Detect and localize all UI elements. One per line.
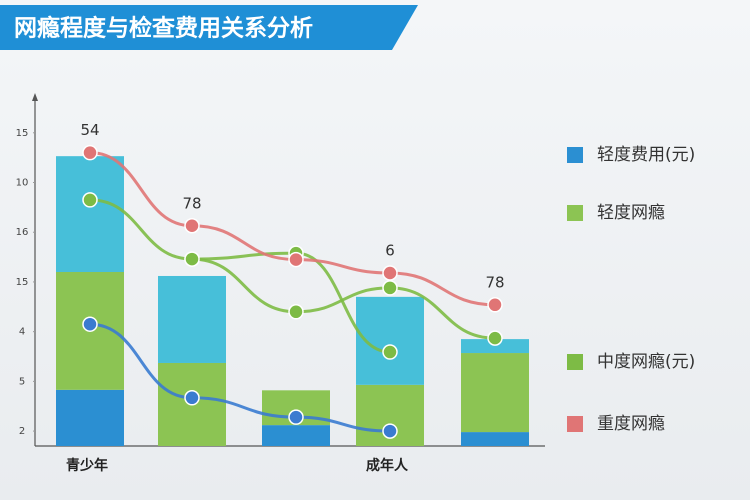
- bar-segment: [56, 389, 124, 446]
- bar-segment: [461, 432, 529, 446]
- line-marker: [382, 344, 398, 360]
- annotation: 6: [385, 241, 395, 259]
- line-marker: [184, 390, 200, 406]
- line-marker: [487, 330, 503, 346]
- line-marker: [288, 409, 304, 425]
- y-tick-label: 10: [16, 178, 29, 189]
- legend-swatch: [567, 416, 583, 432]
- legend-label: 轻度费用(元): [597, 145, 695, 165]
- legend-swatch: [567, 147, 583, 163]
- bar-segment: [262, 425, 330, 446]
- annotation: 54: [80, 121, 99, 139]
- line-marker: [184, 218, 200, 234]
- line-marker: [382, 423, 398, 439]
- bar-segment: [461, 353, 529, 433]
- y-tick-label: 5: [19, 376, 25, 387]
- y-axis-arrow: [32, 93, 38, 101]
- chart-title: 网瘾程度与检查费用关系分析: [14, 15, 313, 42]
- line-marker: [382, 280, 398, 296]
- line-marker: [382, 265, 398, 281]
- legend-swatch: [567, 205, 583, 221]
- annotation: 78: [485, 273, 504, 291]
- y-tick-label: 4: [19, 327, 25, 338]
- line-marker: [82, 316, 98, 332]
- legend-label: 轻度网瘾: [597, 203, 665, 223]
- legend-swatch: [567, 354, 583, 370]
- bar-segment: [56, 156, 124, 272]
- y-tick-label: 2: [19, 426, 25, 437]
- x-tick-label: 青少年: [66, 457, 108, 474]
- legend-label: 重度网瘾: [597, 414, 665, 434]
- legend-label: 中度网瘾(元): [597, 352, 695, 372]
- line-marker: [487, 297, 503, 313]
- y-tick-label: 15: [16, 128, 29, 139]
- line-marker: [82, 192, 98, 208]
- bar-segment: [158, 275, 226, 363]
- y-tick-label: 16: [16, 227, 29, 238]
- annotation: 78: [182, 194, 201, 212]
- line: [89, 322, 391, 433]
- title-banner: [0, 5, 418, 50]
- line-marker: [184, 251, 200, 267]
- line: [89, 198, 391, 354]
- y-tick-label: 15: [16, 277, 29, 288]
- bar-segment: [461, 339, 529, 354]
- line-marker: [288, 304, 304, 320]
- x-tick-label: 成年人: [366, 457, 409, 474]
- line-marker: [82, 144, 98, 161]
- line-marker: [288, 251, 304, 268]
- line: [191, 257, 496, 340]
